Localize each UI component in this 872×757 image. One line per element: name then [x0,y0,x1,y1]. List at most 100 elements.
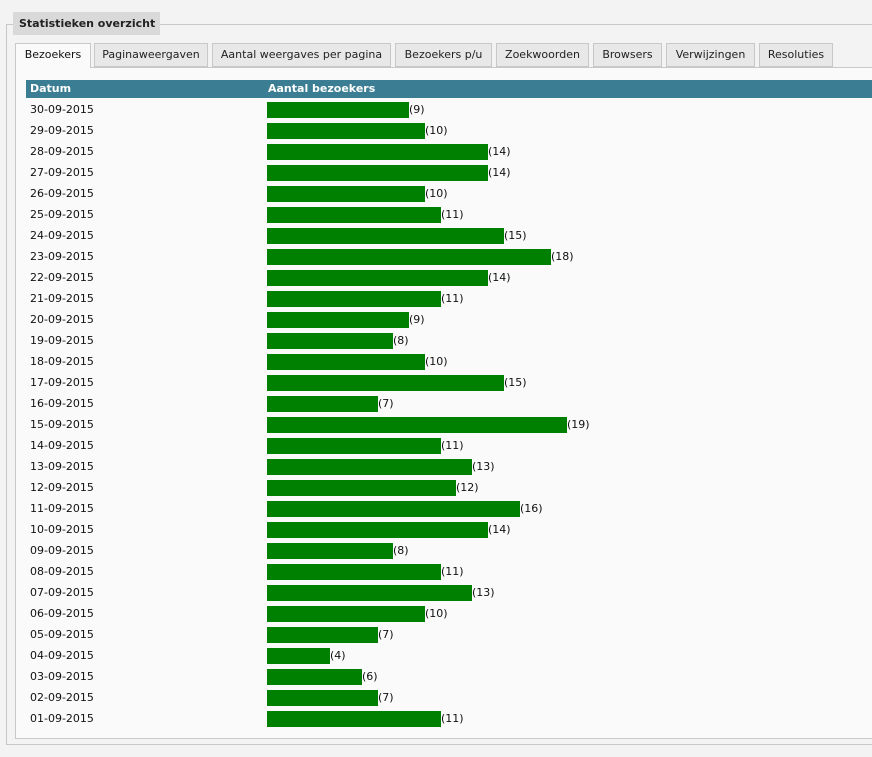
date-cell: 24-09-2015 [30,229,94,242]
tab-bezoekers-per-uur[interactable]: Bezoekers p/u [395,43,492,67]
table-row: 14-09-2015 11 [26,435,872,456]
bar-cell: 11 [267,561,464,582]
table-row: 26-09-2015 10 [26,183,872,204]
bar-cell: 13 [267,456,495,477]
tab-bezoekers[interactable]: Bezoekers [15,43,91,68]
date-cell: 03-09-2015 [30,670,94,683]
bar-value-label: 9 [409,99,425,120]
visitor-bar [267,479,456,496]
tab-browsers[interactable]: Browsers [593,43,662,67]
date-cell: 23-09-2015 [30,250,94,263]
table-header: Datum Aantal bezoekers [26,80,872,98]
tab-resoluties[interactable]: Resoluties [759,43,833,67]
visitor-bar [267,710,441,727]
date-cell: 22-09-2015 [30,271,94,284]
date-cell: 28-09-2015 [30,145,94,158]
bar-value-label: 14 [488,141,511,162]
table-row: 20-09-2015 9 [26,309,872,330]
visitor-bar [267,353,425,370]
bar-cell: 8 [267,330,409,351]
table-row: 17-09-2015 15 [26,372,872,393]
bar-value-label: 16 [520,498,543,519]
visitor-bar [267,500,520,517]
table-row: 08-09-2015 11 [26,561,872,582]
bar-value-label: 7 [378,624,394,645]
bar-value-label: 10 [425,120,448,141]
bar-value-label: 19 [567,414,590,435]
date-cell: 19-09-2015 [30,334,94,347]
bar-value-label: 11 [441,708,464,729]
table-row: 04-09-2015 4 [26,645,872,666]
visitor-bar [267,563,441,580]
visitor-bar [267,164,488,181]
visitor-bar [267,668,362,685]
tab-paginaweergaven[interactable]: Paginaweergaven [94,43,208,67]
bar-value-label: 10 [425,183,448,204]
bar-value-label: 4 [330,645,346,666]
bar-cell: 10 [267,183,448,204]
date-cell: 25-09-2015 [30,208,94,221]
bar-cell: 8 [267,540,409,561]
bar-value-label: 14 [488,162,511,183]
bar-value-label: 14 [488,267,511,288]
bar-cell: 16 [267,498,543,519]
table-row: 07-09-2015 13 [26,582,872,603]
visitor-bar [267,521,488,538]
table-row: 19-09-2015 8 [26,330,872,351]
header-aantal-bezoekers: Aantal bezoekers [268,82,376,95]
visitor-bar [267,374,504,391]
table-row: 21-09-2015 11 [26,288,872,309]
table-row: 27-09-2015 14 [26,162,872,183]
visitor-bar [267,647,330,664]
fieldset-legend: Statistieken overzicht [13,12,160,35]
visitor-bar [267,143,488,160]
bar-cell: 14 [267,141,511,162]
bar-value-label: 11 [441,435,464,456]
date-cell: 09-09-2015 [30,544,94,557]
date-cell: 26-09-2015 [30,187,94,200]
table-row: 29-09-2015 10 [26,120,872,141]
tab-verwijzingen[interactable]: Verwijzingen [666,43,755,67]
visitor-bar [267,416,567,433]
table-row: 01-09-2015 11 [26,708,872,729]
bar-value-label: 13 [472,456,495,477]
bar-cell: 10 [267,120,448,141]
bar-cell: 13 [267,582,495,603]
table-row: 10-09-2015 14 [26,519,872,540]
bar-value-label: 15 [504,372,527,393]
date-cell: 13-09-2015 [30,460,94,473]
visitors-table: Datum Aantal bezoekers 30-09-2015929-09-… [26,80,872,730]
table-row: 11-09-2015 16 [26,498,872,519]
bar-cell: 11 [267,288,464,309]
stats-fieldset [6,24,872,745]
bar-cell: 10 [267,603,448,624]
table-row: 30-09-2015 9 [26,99,872,120]
bar-value-label: 13 [472,582,495,603]
date-cell: 07-09-2015 [30,586,94,599]
tab-bar: Bezoekers Paginaweergaven Aantal weergav… [15,43,833,68]
table-row: 25-09-2015 11 [26,204,872,225]
bar-cell: 11 [267,708,464,729]
table-row: 06-09-2015 10 [26,603,872,624]
tab-zoekwoorden[interactable]: Zoekwoorden [496,43,589,67]
bar-value-label: 7 [378,687,394,708]
visitor-bar [267,542,393,559]
visitor-bar [267,605,425,622]
visitor-bar [267,458,472,475]
bar-cell: 12 [267,477,479,498]
bar-value-label: 8 [393,330,409,351]
bar-cell: 10 [267,351,448,372]
bar-cell: 9 [267,309,425,330]
bar-cell: 15 [267,225,527,246]
bar-value-label: 11 [441,288,464,309]
table-row: 22-09-2015 14 [26,267,872,288]
table-row: 05-09-2015 7 [26,624,872,645]
bar-value-label: 10 [425,351,448,372]
tab-aantal-weergaves-per-pagina[interactable]: Aantal weergaves per pagina [212,43,391,67]
table-row: 24-09-2015 15 [26,225,872,246]
date-cell: 02-09-2015 [30,691,94,704]
table-body: 30-09-2015929-09-20151028-09-20151427-09… [26,99,872,729]
visitor-bar [267,185,425,202]
table-row: 16-09-2015 7 [26,393,872,414]
table-row: 23-09-2015 18 [26,246,872,267]
